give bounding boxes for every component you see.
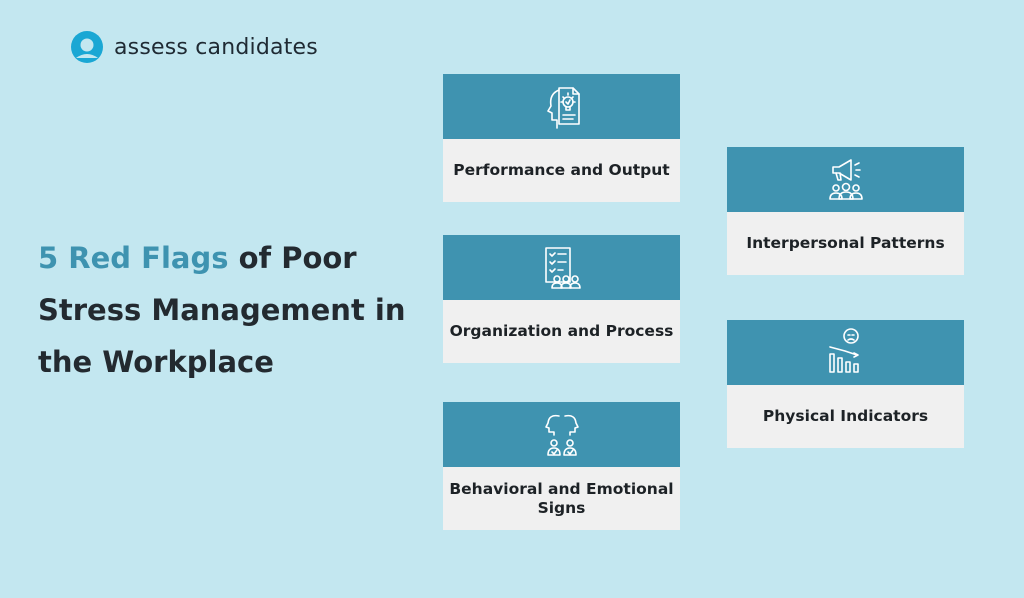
checklist-team-icon (544, 246, 581, 289)
two-people-dialogue-icon (544, 414, 579, 456)
card-header (443, 74, 680, 139)
card-organization-process: Organization and Process (443, 235, 680, 363)
card-header (727, 147, 964, 212)
card-header (443, 235, 680, 300)
card-interpersonal-patterns: Interpersonal Patterns (727, 147, 964, 275)
brand-logo: assess candidates (70, 30, 318, 64)
title-accent: 5 Red Flags (38, 241, 229, 275)
assess-candidates-logo-icon (71, 31, 103, 63)
megaphone-audience-icon (828, 158, 863, 200)
card-header (443, 402, 680, 467)
card-label: Physical Indicators (762, 407, 929, 425)
card-performance-output: Performance and Output (443, 74, 680, 202)
brand-name: assess candidates (114, 34, 318, 60)
card-label: Interpersonal Patterns (746, 234, 945, 252)
card-label: Organization and Process (449, 322, 674, 340)
head-with-lightbulb-document-icon (546, 86, 580, 129)
card-label: Performance and Output (453, 161, 670, 179)
sad-face-declining-chart-icon (828, 327, 859, 373)
page-title: 5 Red Flags of Poor Stress Management in… (38, 232, 428, 388)
card-physical-indicators: Physical Indicators (727, 320, 964, 448)
card-behavioral-emotional: Behavioral and Emotional Signs (443, 402, 680, 530)
card-header (727, 320, 964, 385)
title-rest: of Poor Stress Management in the Workpla… (38, 241, 406, 379)
card-label: Behavioral and Emotional Signs (449, 479, 674, 517)
